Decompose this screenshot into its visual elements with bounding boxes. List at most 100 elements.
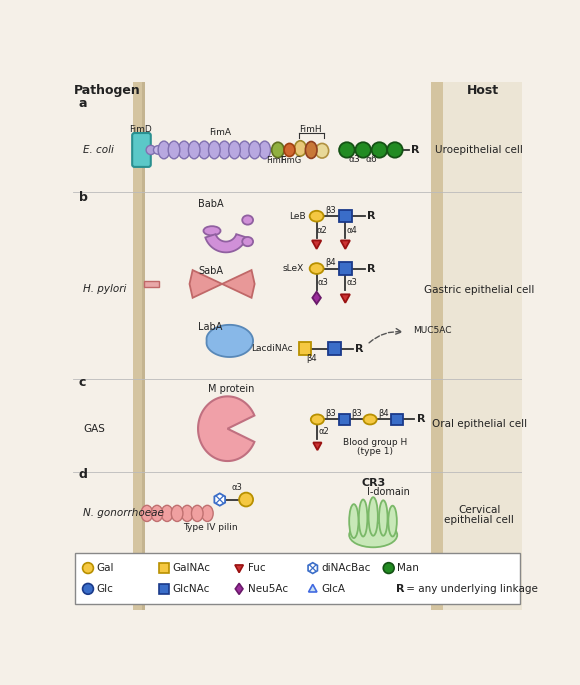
Text: R: R <box>367 264 375 273</box>
Text: β3: β3 <box>351 409 362 418</box>
Text: H. pylori: H. pylori <box>84 284 126 294</box>
Circle shape <box>82 562 93 573</box>
Text: MUC5AC: MUC5AC <box>414 325 452 335</box>
Ellipse shape <box>141 506 153 521</box>
Ellipse shape <box>158 141 170 159</box>
Polygon shape <box>313 443 321 450</box>
Text: R: R <box>416 414 425 425</box>
Text: R: R <box>411 145 420 155</box>
Ellipse shape <box>168 141 180 159</box>
Polygon shape <box>222 270 255 298</box>
Text: α3: α3 <box>346 278 357 287</box>
Ellipse shape <box>201 506 213 521</box>
Ellipse shape <box>151 506 163 521</box>
Ellipse shape <box>316 143 329 158</box>
Circle shape <box>146 145 155 155</box>
Text: Pathogen: Pathogen <box>74 84 141 97</box>
Circle shape <box>356 142 371 158</box>
Circle shape <box>372 142 387 158</box>
Text: GAS: GAS <box>84 424 105 434</box>
Text: α4: α4 <box>346 225 357 234</box>
Ellipse shape <box>379 500 387 536</box>
Ellipse shape <box>171 506 183 521</box>
Ellipse shape <box>284 143 295 156</box>
Polygon shape <box>312 240 321 249</box>
Ellipse shape <box>242 237 253 246</box>
Bar <box>339 210 351 223</box>
Text: b: b <box>79 191 88 204</box>
Text: β4: β4 <box>378 409 389 418</box>
Text: (type 1): (type 1) <box>357 447 393 456</box>
Text: Oral epithelial cell: Oral epithelial cell <box>432 419 527 429</box>
Polygon shape <box>308 562 317 573</box>
Ellipse shape <box>310 211 324 221</box>
Ellipse shape <box>178 141 190 159</box>
Circle shape <box>82 584 93 595</box>
Text: α3: α3 <box>349 155 361 164</box>
Text: Type IV pilin: Type IV pilin <box>183 523 238 532</box>
Bar <box>328 342 340 355</box>
Polygon shape <box>340 240 350 249</box>
Text: Fuc: Fuc <box>248 563 265 573</box>
Text: α3: α3 <box>231 483 242 492</box>
Text: β3: β3 <box>325 409 336 418</box>
Text: BabA: BabA <box>198 199 224 209</box>
Text: Cervical: Cervical <box>458 506 501 515</box>
Text: a: a <box>79 97 87 110</box>
Ellipse shape <box>204 226 220 236</box>
Ellipse shape <box>349 523 397 547</box>
Polygon shape <box>205 234 246 252</box>
Text: SabA: SabA <box>198 266 223 276</box>
Ellipse shape <box>311 414 324 425</box>
Bar <box>133 82 146 610</box>
Text: N. gonorrhoeae: N. gonorrhoeae <box>84 508 164 519</box>
Text: α6: α6 <box>365 155 377 164</box>
Text: d: d <box>79 469 88 482</box>
Text: FimD: FimD <box>129 125 152 134</box>
Ellipse shape <box>198 141 210 159</box>
Circle shape <box>383 562 394 573</box>
Text: c: c <box>79 376 86 389</box>
Text: R: R <box>367 211 375 221</box>
Circle shape <box>387 142 403 158</box>
Text: LacdiNAc: LacdiNAc <box>251 344 292 353</box>
Polygon shape <box>235 584 243 595</box>
Polygon shape <box>190 270 222 298</box>
Ellipse shape <box>306 142 317 158</box>
Text: Neu5Ac: Neu5Ac <box>248 584 288 594</box>
Polygon shape <box>206 325 253 357</box>
Text: Glc: Glc <box>96 584 114 594</box>
Text: GlcA: GlcA <box>321 584 345 594</box>
Bar <box>299 342 311 355</box>
Polygon shape <box>198 397 255 461</box>
Ellipse shape <box>182 506 193 521</box>
Text: LabA: LabA <box>198 322 222 332</box>
Text: Gal: Gal <box>96 563 114 573</box>
Ellipse shape <box>310 263 324 274</box>
Text: CR3: CR3 <box>361 477 385 488</box>
Text: Gastric epithelial cell: Gastric epithelial cell <box>424 285 535 295</box>
Bar <box>142 82 146 610</box>
Text: α2: α2 <box>318 427 329 436</box>
Ellipse shape <box>259 141 270 159</box>
Ellipse shape <box>239 141 251 159</box>
Bar <box>430 82 443 610</box>
Bar <box>159 563 169 573</box>
Text: E. coli: E. coli <box>84 145 114 155</box>
Polygon shape <box>215 493 225 506</box>
Circle shape <box>339 142 354 158</box>
Bar <box>392 414 403 425</box>
Ellipse shape <box>249 141 260 159</box>
Text: Host: Host <box>467 84 499 97</box>
Ellipse shape <box>349 504 358 538</box>
Ellipse shape <box>191 506 203 521</box>
Polygon shape <box>309 584 317 592</box>
Ellipse shape <box>161 506 173 521</box>
Polygon shape <box>235 565 244 573</box>
Ellipse shape <box>368 497 378 536</box>
Ellipse shape <box>242 215 253 225</box>
Text: β4: β4 <box>307 354 317 363</box>
FancyBboxPatch shape <box>132 133 151 167</box>
Text: R: R <box>356 344 364 353</box>
Bar <box>339 262 351 275</box>
